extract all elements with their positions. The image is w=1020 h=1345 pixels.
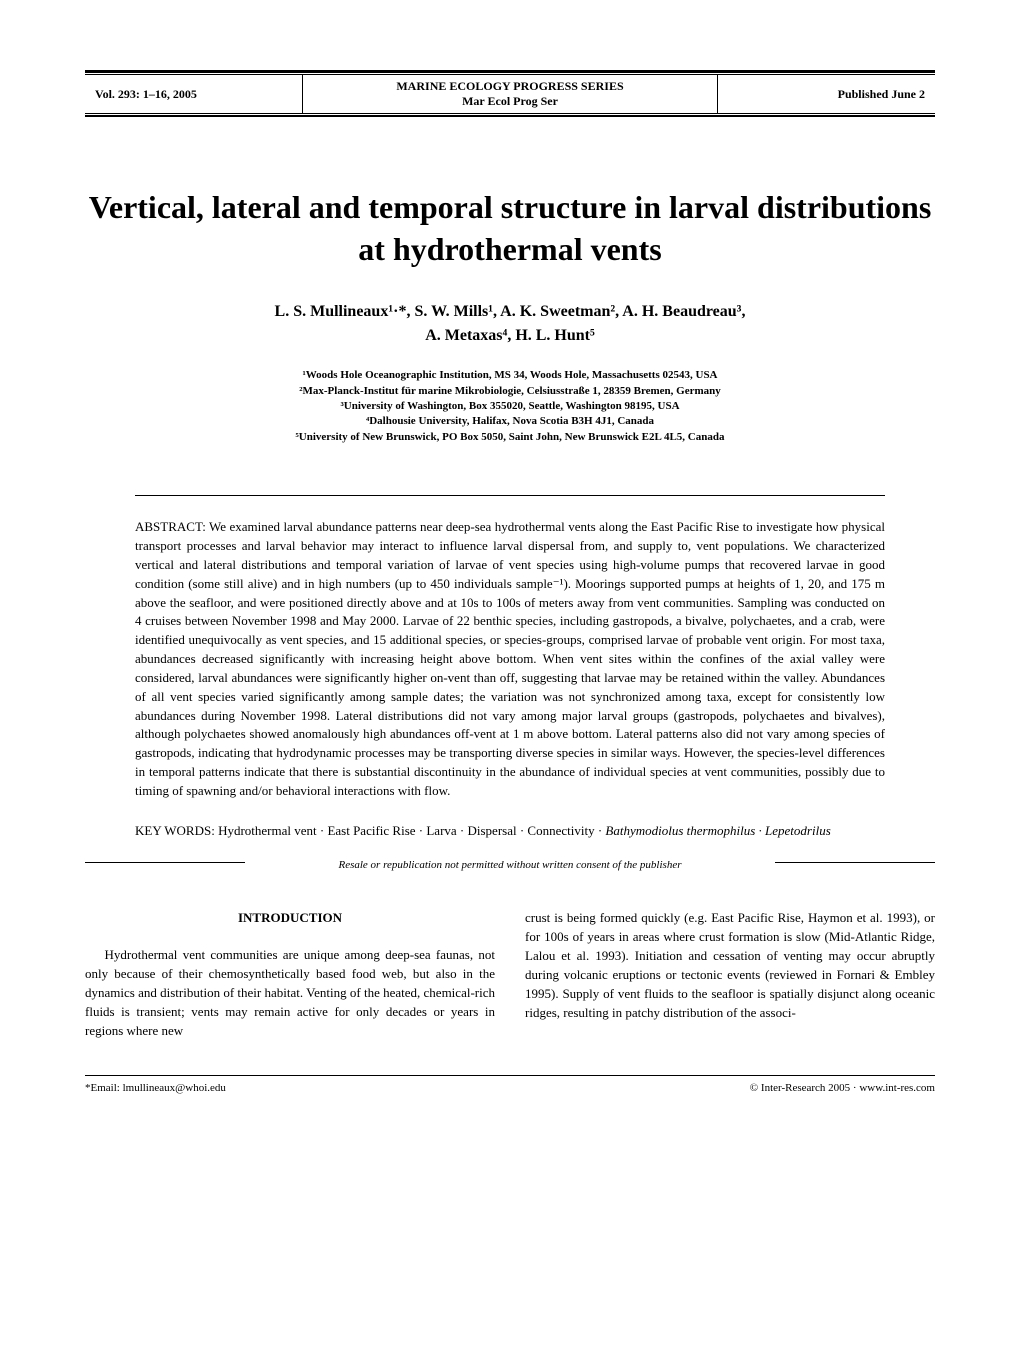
authors-line1: L. S. Mullineaux¹·*, S. W. Mills¹, A. K.… bbox=[85, 300, 935, 324]
affiliation-5: ⁵University of New Brunswick, PO Box 505… bbox=[85, 430, 935, 445]
keywords-italic: Bathymodiolus thermophilus · Lepetodrilu… bbox=[605, 823, 830, 838]
footer-copyright: © Inter-Research 2005 · www.int-res.com bbox=[750, 1082, 935, 1094]
page-footer: *Email: lmullineaux@whoi.edu © Inter-Res… bbox=[85, 1075, 935, 1094]
footer-email: *Email: lmullineaux@whoi.edu bbox=[85, 1082, 226, 1094]
authors-block: L. S. Mullineaux¹·*, S. W. Mills¹, A. K.… bbox=[85, 300, 935, 348]
journal-abbrev: Mar Ecol Prog Ser bbox=[313, 94, 707, 109]
affiliation-4: ⁴Dalhousie University, Halifax, Nova Sco… bbox=[85, 414, 935, 429]
body-para-right: crust is being formed quickly (e.g. East… bbox=[525, 909, 935, 1022]
body-columns: INTRODUCTION Hydrothermal vent communiti… bbox=[85, 909, 935, 1040]
keywords-text: Hydrothermal vent · East Pacific Rise · … bbox=[215, 823, 606, 838]
affiliation-2: ²Max-Planck-Institut für marine Mikrobio… bbox=[85, 384, 935, 399]
authors-line2: A. Metaxas⁴, H. L. Hunt⁵ bbox=[85, 324, 935, 348]
affiliations-block: ¹Woods Hole Oceanographic Institution, M… bbox=[85, 368, 935, 445]
publish-date: Published June 2 bbox=[717, 75, 935, 113]
resale-text: Resale or republication not permitted wi… bbox=[330, 859, 689, 871]
body-para-left: Hydrothermal vent communities are unique… bbox=[85, 946, 495, 1040]
affiliation-1: ¹Woods Hole Oceanographic Institution, M… bbox=[85, 368, 935, 383]
right-column: crust is being formed quickly (e.g. East… bbox=[525, 909, 935, 1040]
journal-name: MARINE ECOLOGY PROGRESS SERIES Mar Ecol … bbox=[303, 75, 717, 113]
abstract-text: ABSTRACT: We examined larval abundance p… bbox=[135, 518, 885, 801]
journal-title: MARINE ECOLOGY PROGRESS SERIES bbox=[313, 79, 707, 94]
volume-info: Vol. 293: 1–16, 2005 bbox=[85, 75, 303, 113]
article-title: Vertical, lateral and temporal structure… bbox=[85, 187, 935, 270]
affiliation-3: ³University of Washington, Box 355020, S… bbox=[85, 399, 935, 414]
keywords: KEY WORDS: Hydrothermal vent · East Paci… bbox=[135, 821, 885, 841]
left-column: INTRODUCTION Hydrothermal vent communiti… bbox=[85, 909, 495, 1040]
header-row: Vol. 293: 1–16, 2005 MARINE ECOLOGY PROG… bbox=[85, 74, 935, 114]
introduction-heading: INTRODUCTION bbox=[85, 909, 495, 928]
keywords-prefix: KEY WORDS: bbox=[135, 823, 215, 838]
abstract-section: ABSTRACT: We examined larval abundance p… bbox=[135, 495, 885, 840]
journal-header: Vol. 293: 1–16, 2005 MARINE ECOLOGY PROG… bbox=[85, 70, 935, 117]
resale-line: Resale or republication not permitted wi… bbox=[85, 855, 935, 869]
